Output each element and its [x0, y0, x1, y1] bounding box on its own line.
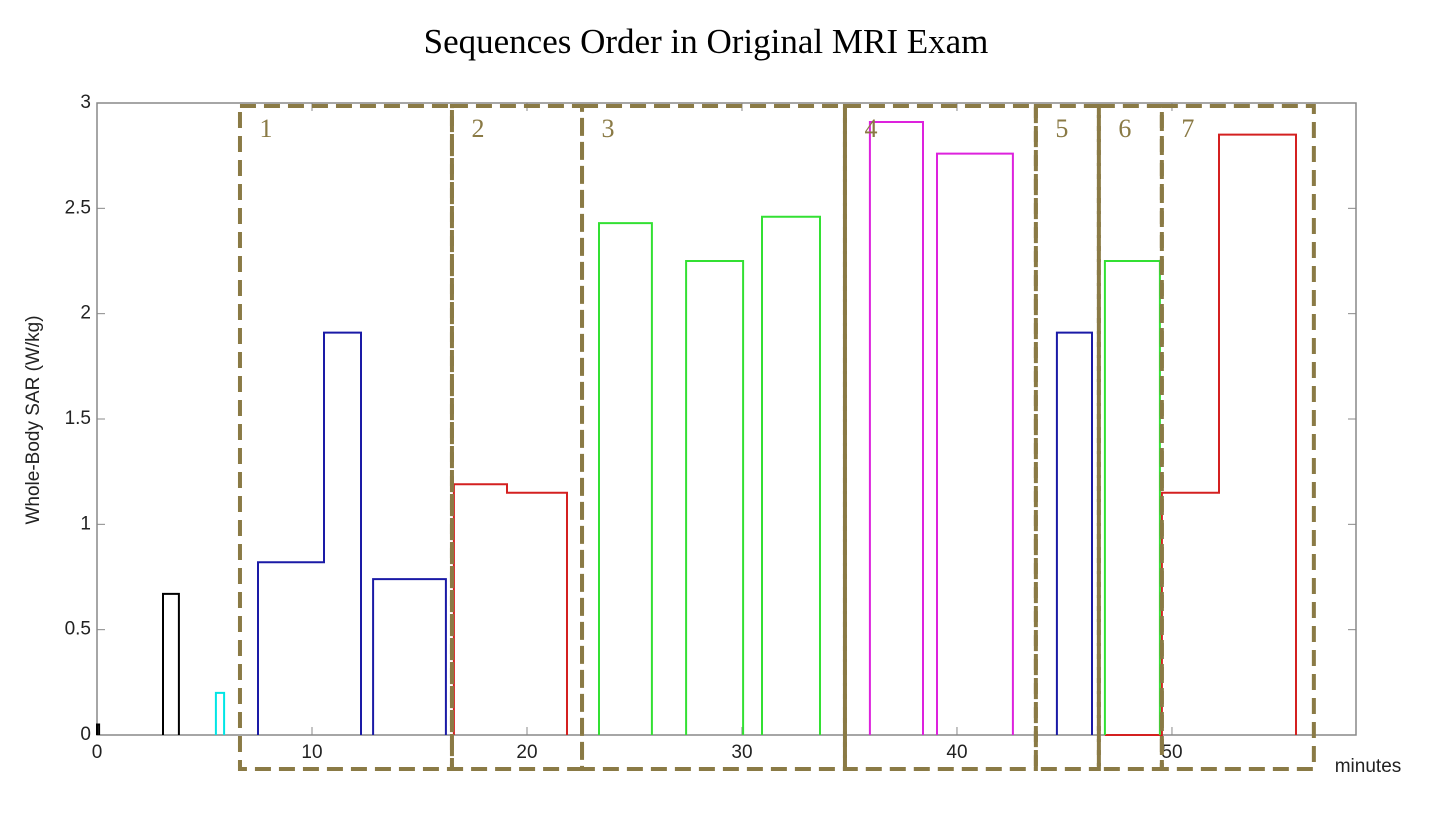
region-box — [1159, 104, 1316, 771]
x-tick-label: 0 — [92, 742, 103, 763]
series-line — [452, 483, 568, 735]
y-tick-label: 2.5 — [65, 197, 91, 218]
x-axis-label: minutes — [1335, 756, 1402, 777]
region-box — [1033, 104, 1101, 771]
region-label: 6 — [1118, 114, 1131, 143]
x-tick-label: 50 — [1161, 742, 1182, 763]
series-line — [162, 592, 180, 735]
region-label: 4 — [864, 114, 877, 143]
series-line — [257, 331, 362, 735]
series-line — [1104, 133, 1297, 736]
y-tick-label: 0.5 — [65, 619, 91, 640]
series-line — [936, 152, 1014, 735]
y-tick-label: 0 — [80, 724, 91, 745]
series-line — [214, 691, 226, 735]
x-tick-label: 10 — [301, 742, 322, 763]
region-box — [237, 104, 454, 771]
x-tick-label: 20 — [516, 742, 537, 763]
region-label: 7 — [1181, 114, 1194, 143]
region-label: 5 — [1055, 114, 1068, 143]
region-label: 3 — [602, 114, 615, 143]
x-tick-label: 40 — [946, 742, 967, 763]
region-label: 1 — [259, 114, 272, 143]
series-line — [372, 578, 447, 735]
region-box — [449, 104, 585, 771]
series-line — [761, 215, 821, 735]
region-box — [842, 104, 1038, 771]
y-tick-label: 3 — [80, 92, 91, 113]
y-axis-label: Whole-Body SAR (W/kg) — [23, 315, 44, 524]
series-line — [598, 222, 653, 735]
plot-frame — [96, 102, 1357, 736]
y-tick-label: 2 — [80, 303, 91, 324]
series-line — [96, 723, 101, 735]
region-box — [580, 104, 847, 771]
y-tick-label: 1.5 — [65, 408, 91, 429]
chart-title: Sequences Order in Original MRI Exam — [424, 22, 989, 61]
series-line — [685, 260, 745, 735]
series-line — [1055, 331, 1093, 735]
region-label: 2 — [471, 114, 484, 143]
region-box — [1096, 104, 1164, 771]
y-tick-label: 1 — [80, 513, 91, 534]
series-line — [1103, 260, 1161, 735]
series-line — [868, 121, 924, 735]
x-tick-label: 30 — [731, 742, 752, 763]
